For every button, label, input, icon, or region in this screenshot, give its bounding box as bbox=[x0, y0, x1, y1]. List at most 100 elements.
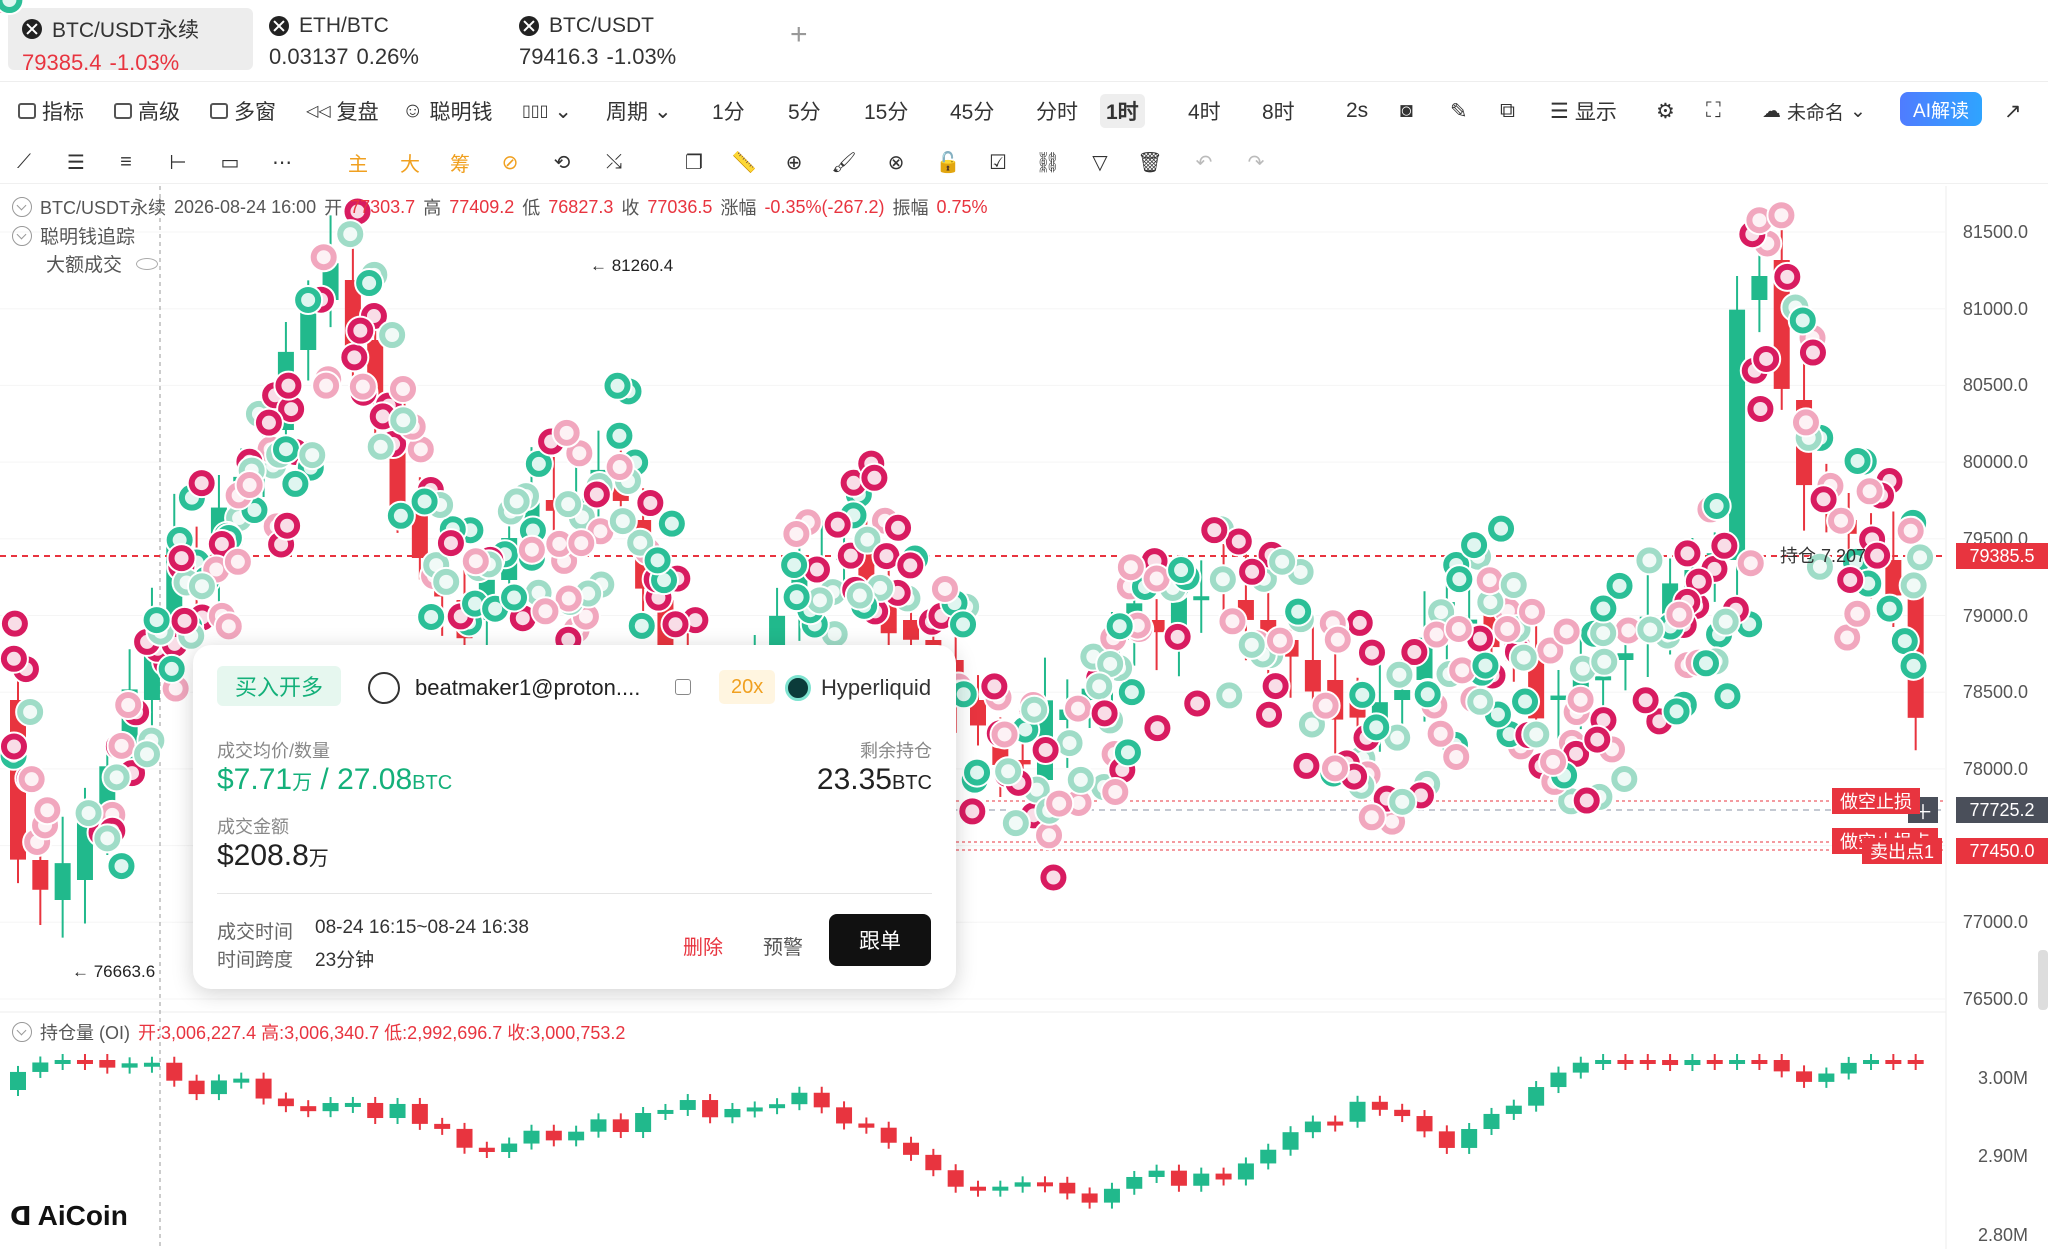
follow-button[interactable]: 跟单 bbox=[829, 914, 931, 966]
share-button[interactable]: ↗ bbox=[1998, 94, 2028, 128]
oi-bar bbox=[545, 1130, 562, 1141]
tf-time[interactable]: 分时 bbox=[1036, 101, 1078, 124]
sync-tool[interactable]: ⟲ bbox=[548, 148, 576, 176]
smart-money-face bbox=[1752, 213, 1767, 228]
tf-1h[interactable]: 1时 bbox=[1100, 94, 1145, 128]
pencil-button[interactable]: ✎ bbox=[1444, 94, 1474, 128]
link-tool[interactable]: ⛓ bbox=[1034, 148, 1062, 176]
fullscreen-button[interactable]: ⛶ bbox=[1700, 94, 1727, 128]
template-tool[interactable]: ☑ bbox=[984, 148, 1012, 176]
multi-window-button[interactable]: 多窗 bbox=[204, 94, 282, 128]
tab-btc-usdt-perp[interactable]: BTC/USDT永续 79385.4 -1.03% bbox=[8, 8, 253, 75]
collapse-icon[interactable] bbox=[12, 197, 32, 217]
alert-button[interactable]: 预警 bbox=[763, 937, 803, 959]
oi-bar bbox=[434, 1123, 451, 1129]
price-axis-label: 80500.0 bbox=[1962, 375, 2028, 396]
tf-2s[interactable]: 2s bbox=[1346, 99, 1369, 122]
lines-icon: ≡ bbox=[120, 150, 132, 173]
trend-line-icon: ⟋ bbox=[17, 150, 31, 173]
hide-drawings-tool[interactable]: ⊗ bbox=[882, 148, 910, 176]
period-dropdown[interactable]: 周期 ⌄ bbox=[600, 94, 678, 128]
replay-button[interactable]: ◁◁ 复盘 bbox=[300, 94, 385, 128]
big-trades-label: 大额成交 bbox=[46, 255, 123, 276]
trader-name[interactable]: beatmaker1@proton.... bbox=[415, 675, 641, 700]
brush-tool[interactable]: 🖌 bbox=[830, 148, 858, 176]
scroll-handle[interactable] bbox=[2038, 950, 2048, 1010]
settings-button[interactable]: ⚙ bbox=[1650, 94, 1681, 128]
smart-money-face bbox=[261, 415, 276, 430]
chart-type-dropdown[interactable]: ▯▯▯ ⌄ bbox=[516, 94, 578, 128]
smart-money-face bbox=[574, 536, 589, 551]
ruler-tool[interactable]: 📏 bbox=[730, 148, 758, 176]
lock-tool[interactable]: 🔓 bbox=[934, 148, 962, 176]
smart-money-face bbox=[284, 402, 299, 417]
tf-5m[interactable]: 5分 bbox=[788, 101, 821, 124]
tf-1m[interactable]: 1分 bbox=[712, 101, 745, 124]
ai-read-button[interactable]: AI解读 bbox=[1900, 92, 1982, 126]
oi-bar bbox=[121, 1063, 138, 1068]
copy-icon[interactable] bbox=[675, 679, 691, 695]
big-toggle[interactable]: 大 bbox=[400, 153, 420, 176]
smart-money-face bbox=[1452, 572, 1467, 587]
tab-btc-usdt[interactable]: BTC/USDT 79416.3 -1.03% bbox=[505, 8, 735, 70]
delete-tool[interactable]: 🗑 bbox=[1136, 148, 1164, 176]
smart-money-face bbox=[578, 609, 593, 624]
magnet-tool[interactable]: ⤯ bbox=[600, 148, 628, 176]
new-window-button[interactable]: ⧉ bbox=[1494, 94, 1521, 128]
undo-button[interactable]: ↶ bbox=[1190, 148, 1218, 176]
legend-datetime: 2026-08-24 16:00 bbox=[174, 196, 317, 217]
eye-off-icon[interactable] bbox=[136, 257, 159, 270]
smart-money-button[interactable]: ☺ 聪明钱 bbox=[396, 94, 498, 128]
legend-open-label: 开 bbox=[324, 198, 343, 218]
tab-change: -1.03% bbox=[606, 44, 677, 69]
more-tools[interactable]: ⋯ bbox=[268, 148, 296, 176]
tf-45m[interactable]: 45分 bbox=[950, 101, 995, 124]
smart-money-face bbox=[1092, 679, 1107, 694]
collapse-icon[interactable] bbox=[12, 225, 32, 246]
chip-toggle[interactable]: 筹 bbox=[450, 153, 470, 176]
oi-bar bbox=[1773, 1060, 1790, 1072]
tf-8h[interactable]: 8时 bbox=[1262, 101, 1295, 124]
filter-tool[interactable]: ▽ bbox=[1086, 148, 1114, 176]
tf-4h[interactable]: 4时 bbox=[1188, 101, 1221, 124]
indicators-button[interactable]: 指标 bbox=[12, 94, 90, 128]
horizontal-ray-tool[interactable]: ⊢ bbox=[164, 148, 192, 176]
oi-bar bbox=[1193, 1173, 1210, 1186]
main-toggle[interactable]: 主 bbox=[348, 153, 368, 176]
oi-bar bbox=[1505, 1105, 1522, 1114]
tf-15m[interactable]: 15分 bbox=[864, 101, 909, 124]
smart-money-face bbox=[280, 518, 295, 533]
advanced-button[interactable]: 高级 bbox=[108, 94, 186, 128]
delete-button[interactable]: 删除 bbox=[683, 937, 723, 959]
collapse-icon[interactable] bbox=[12, 1022, 32, 1042]
copy-tool[interactable]: ❐ bbox=[680, 148, 708, 176]
add-tab-button[interactable]: + bbox=[790, 18, 808, 51]
horizontal-lines-tool[interactable]: ≡ bbox=[112, 148, 140, 176]
display-button[interactable]: ☰ 显示 bbox=[1544, 94, 1623, 128]
smart-money-face bbox=[214, 537, 229, 552]
smart-money-face bbox=[507, 590, 522, 605]
zoom-tool[interactable]: ⊕ bbox=[780, 148, 808, 176]
sell-point-order[interactable]: 卖出点1 bbox=[1862, 838, 1943, 864]
position-label[interactable]: 持仓 7.207 bbox=[1780, 546, 1867, 566]
layout-dropdown[interactable]: ☁ 未命名 ⌄ bbox=[1756, 94, 1872, 128]
rectangle-tool[interactable]: ▭ bbox=[216, 148, 244, 176]
trend-line-tool[interactable]: ⟋ bbox=[10, 148, 38, 176]
layout-label: 未命名 bbox=[1787, 102, 1845, 124]
smart-money-face bbox=[209, 562, 224, 577]
short-stop-order[interactable]: 做空止损 bbox=[1832, 788, 1920, 814]
smart-money-face bbox=[343, 227, 358, 242]
redo-button[interactable]: ↷ bbox=[1242, 148, 1270, 176]
pencil-icon: ✎ bbox=[1450, 99, 1468, 123]
smart-money-face bbox=[1502, 727, 1517, 742]
smart-money-face bbox=[1759, 351, 1774, 366]
parallel-channel-tool[interactable]: ☰ bbox=[62, 148, 90, 176]
candle-body bbox=[1550, 695, 1567, 700]
hide-icon-toggle[interactable]: ⊘ bbox=[496, 148, 524, 176]
tab-eth-btc[interactable]: ETH/BTC 0.03137 0.26% bbox=[255, 8, 485, 70]
smart-money-face bbox=[1494, 521, 1509, 536]
smart-money-face bbox=[1482, 573, 1497, 588]
camera-button[interactable]: ◙ bbox=[1394, 94, 1419, 128]
smart-money-face bbox=[531, 585, 546, 600]
